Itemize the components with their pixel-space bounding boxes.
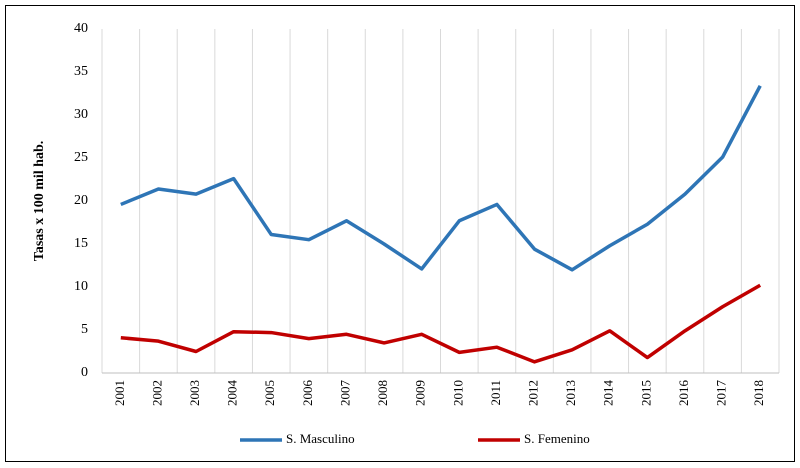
x-tick-label: 2010: [450, 380, 465, 406]
x-tick-label: 2016: [676, 380, 691, 407]
y-tick-label: 5: [81, 322, 88, 337]
x-tick-label: 2008: [375, 380, 390, 406]
legend-label: S. Femenino: [524, 431, 590, 446]
legend-label: S. Masculino: [286, 431, 355, 446]
y-tick-label: 40: [74, 21, 88, 36]
y-tick-label: 30: [74, 107, 88, 122]
x-tick-label: 2011: [488, 380, 503, 406]
x-tick-label: 2003: [187, 380, 202, 406]
x-tick-label: 2005: [262, 380, 277, 406]
x-tick-label: 2002: [149, 380, 164, 406]
y-tick-label: 10: [74, 279, 88, 294]
x-tick-label: 2013: [563, 380, 578, 406]
y-tick-label: 15: [74, 236, 88, 251]
y-axis-label: Tasas x 100 mil hab.: [32, 141, 47, 261]
x-tick-label: 2012: [526, 380, 541, 406]
line-series: [120, 283, 762, 364]
x-tick-label: 2017: [714, 380, 729, 407]
x-tick-label: 2018: [751, 380, 766, 406]
x-tick-label: 2009: [413, 380, 428, 406]
y-tick-label: 0: [81, 365, 88, 380]
x-tick-label: 2014: [601, 380, 616, 407]
line-series: [120, 84, 762, 272]
y-tick-label: 35: [74, 64, 88, 79]
y-tick-label: 25: [74, 150, 88, 165]
x-tick-label: 2001: [112, 380, 127, 406]
x-tick-label: 2004: [225, 380, 240, 407]
x-tick-label: 2006: [300, 380, 315, 407]
x-tick-label: 2007: [337, 380, 352, 407]
chart-border: [5, 5, 795, 462]
x-tick-label: 2015: [638, 380, 653, 406]
y-tick-label: 20: [74, 193, 88, 208]
